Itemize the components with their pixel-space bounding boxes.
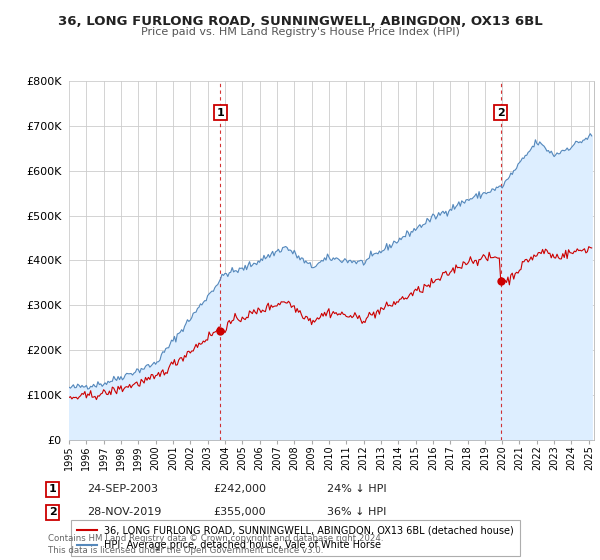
Text: Price paid vs. HM Land Registry's House Price Index (HPI): Price paid vs. HM Land Registry's House … — [140, 27, 460, 38]
Text: 1: 1 — [217, 108, 224, 118]
Text: 2: 2 — [49, 507, 56, 517]
Text: 36, LONG FURLONG ROAD, SUNNINGWELL, ABINGDON, OX13 6BL: 36, LONG FURLONG ROAD, SUNNINGWELL, ABIN… — [58, 15, 542, 28]
Text: 36% ↓ HPI: 36% ↓ HPI — [327, 507, 386, 517]
Text: 24% ↓ HPI: 24% ↓ HPI — [327, 484, 386, 494]
Legend: 36, LONG FURLONG ROAD, SUNNINGWELL, ABINGDON, OX13 6BL (detached house), HPI: Av: 36, LONG FURLONG ROAD, SUNNINGWELL, ABIN… — [71, 520, 520, 556]
Text: 1: 1 — [49, 484, 56, 494]
Text: £242,000: £242,000 — [213, 484, 266, 494]
Text: £355,000: £355,000 — [213, 507, 266, 517]
Text: Contains HM Land Registry data © Crown copyright and database right 2024.
This d: Contains HM Land Registry data © Crown c… — [48, 534, 383, 555]
Text: 2: 2 — [497, 108, 505, 118]
Text: 24-SEP-2003: 24-SEP-2003 — [87, 484, 158, 494]
Text: 28-NOV-2019: 28-NOV-2019 — [87, 507, 161, 517]
